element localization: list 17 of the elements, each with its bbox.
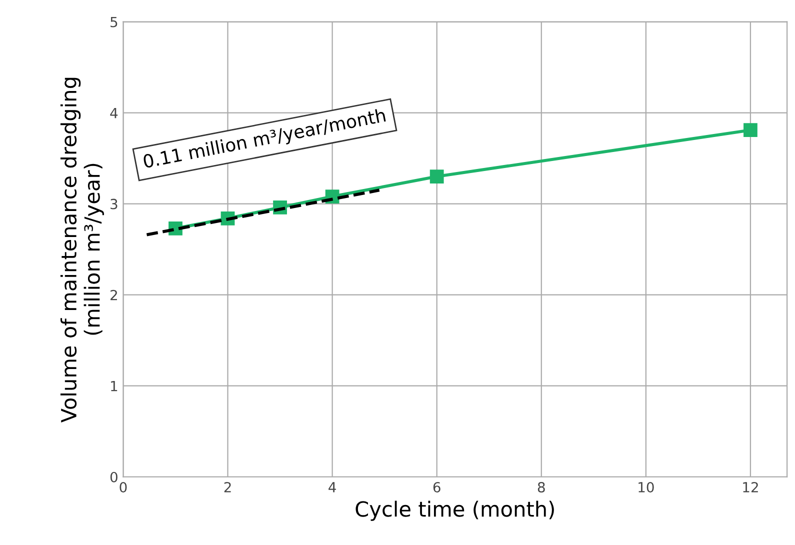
x-tick-label: 0 xyxy=(120,482,127,492)
x-tick-label: 2 xyxy=(224,482,231,492)
x-tick-label: 8 xyxy=(538,482,545,492)
y-tick-label: 0 xyxy=(110,472,118,482)
x-axis-title: Cycle time (month) xyxy=(356,500,554,521)
x-tick-label: 6 xyxy=(433,482,440,492)
x-tick-label: 10 xyxy=(638,482,654,492)
y-tick-label: 5 xyxy=(110,16,118,28)
point xyxy=(430,170,444,184)
x-tick-label: 12 xyxy=(743,482,758,492)
x-tick-label: 4 xyxy=(328,482,336,492)
y-tick-label: 1 xyxy=(111,381,118,392)
y-tick-label: 3 xyxy=(110,198,118,210)
y-axis-title: Volume of maintenance dredging (million m³/year) xyxy=(60,78,104,423)
y-tick-label: 4 xyxy=(110,108,118,118)
y-tick-label: 2 xyxy=(110,290,117,300)
point xyxy=(744,123,758,138)
